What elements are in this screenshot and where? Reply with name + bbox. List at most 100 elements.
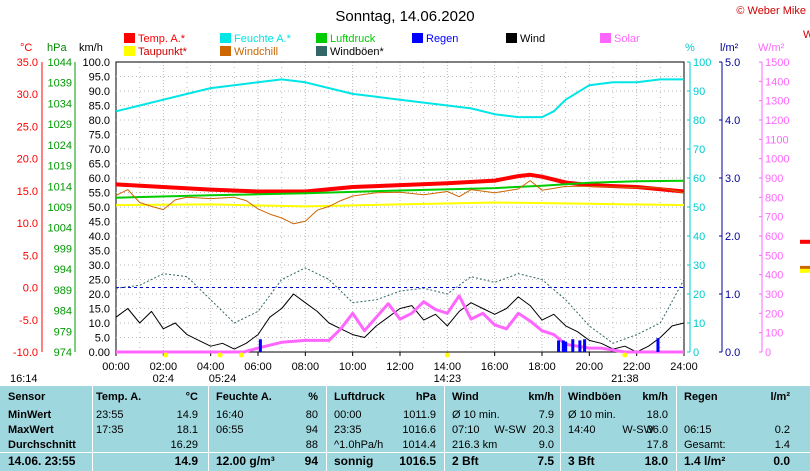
table-row: MinWert 23:55 14.9 16:40 80 00:00 1011.9 Ø 10 m…: [0, 408, 810, 422]
table-cell: ^1.0hPa/h: [334, 439, 384, 451]
table-cell: 06:55: [216, 424, 244, 436]
series-regen: [258, 338, 660, 352]
table-header-cell: km/h: [642, 391, 668, 403]
tick-label-pressure: 1034: [48, 98, 72, 110]
legend-swatch: [600, 33, 611, 43]
legend-label: Solar: [614, 33, 640, 45]
axis-wind: 100.0 95.0 90.0 85.0 80.0 75.0 70.0 65.0 60.0 55.…: [82, 57, 110, 359]
table-header-cell: %: [308, 391, 318, 403]
legend-label: Regen: [426, 33, 458, 45]
legend-swatch: [316, 46, 327, 56]
table-cell: 0.2: [774, 424, 790, 436]
legend-label: Windchill: [234, 46, 278, 58]
legend-swatch: [506, 33, 517, 43]
time-marker-label: 05:24: [209, 373, 237, 385]
axis-x: 00:00 02:00 04:00 06:00 08:00 10:00 12:00 14:00…: [102, 352, 698, 373]
tick-label-wind: 100.0: [82, 57, 110, 69]
tick-label-solar: 600: [765, 231, 783, 243]
table-cell: sonnig: [334, 454, 374, 468]
legend-label: Feuchte A.*: [234, 33, 292, 45]
series-windb-en: [115, 267, 685, 344]
tick-label-pressure: 1019: [48, 161, 72, 173]
tick-label-wind: 75.0: [89, 130, 110, 142]
rain-bar: [656, 338, 660, 352]
tick-label-humidity: 0: [693, 347, 699, 359]
tick-label-solar: 500: [765, 250, 783, 262]
table-cell: 00:00: [334, 409, 362, 421]
table-cell: MinWert: [8, 409, 52, 421]
legend-label: Temp. A.*: [138, 33, 186, 45]
table-header-cell: Windböen: [568, 391, 622, 403]
unit-pressure: hPa: [47, 42, 67, 54]
tick-label-x: 20:00: [576, 361, 604, 373]
table-cell: 1016.5: [399, 454, 436, 468]
time-marker-label: 16:14: [10, 373, 38, 385]
series-wind: [115, 293, 685, 353]
table-header-cell: hPa: [415, 391, 436, 403]
table-cell: 1.4: [774, 439, 790, 451]
copyright-notice: © Weber Mike: [736, 5, 806, 17]
right-edge-mark: [800, 239, 810, 244]
tick-label-rain: 1.0: [725, 289, 740, 301]
table-cell: 1014.4: [402, 439, 436, 451]
legend-label: Taupunkt*: [138, 46, 188, 58]
tick-label-temp: -10.0: [13, 347, 38, 359]
legend-swatch: [316, 33, 327, 43]
tick-label-solar: 800: [765, 192, 783, 204]
legend-label: Wind: [520, 33, 545, 45]
axis-pressure: 1044 1039 1034 1029 1024 1019 1014 1009 1004 999 9…: [48, 57, 72, 359]
table-cell: 07:10: [452, 424, 480, 436]
table-cell: W-SW: [494, 424, 526, 436]
table-cell: 17.8: [646, 439, 668, 451]
grid: [116, 62, 684, 352]
axis-units: °C hPa km/h % l/m² W/m² W: [20, 29, 810, 54]
table-cell: 23:55: [96, 409, 124, 421]
table-cell: Ø 10 min.: [568, 409, 616, 421]
table-cell: Ø 10 min.: [452, 409, 500, 421]
table-cell: W-SW: [622, 424, 654, 436]
series-windchill: [115, 180, 685, 225]
tick-label-x: 04:00: [197, 361, 225, 373]
series-luftdruck: [115, 179, 685, 199]
table-cell: 12.00 g/m³: [216, 454, 275, 468]
tick-label-x: 14:00: [434, 361, 462, 373]
table-cell: 88: [305, 439, 318, 451]
unit-humidity: %: [685, 42, 695, 54]
stats-table: Sensor Temp. A. °C Feuchte A.% Luftdruck hPa W…: [0, 386, 810, 471]
table-cell: 18.0: [646, 409, 668, 421]
table-row: Durchschnitt 16.29 88 ^1.0hPa/h 1014.4 216.3 …: [0, 438, 810, 452]
chart-title: Sonntag, 14.06.2020: [335, 8, 474, 25]
tick-label-wind: 55.0: [89, 188, 110, 200]
tick-label-pressure: 974: [54, 347, 72, 359]
series-taupunkt: [115, 201, 685, 208]
tick-label-solar: 0: [765, 347, 771, 359]
tick-label-wind: 95.0: [89, 72, 110, 84]
tick-label-wind: 45.0: [89, 217, 110, 229]
axis-solar: 1500140013001200110010009008007006005004…: [759, 57, 789, 359]
tick-label-pressure: 1029: [48, 119, 72, 131]
tick-label-solar: 1400: [765, 76, 789, 88]
tick-label-temp: 30.0: [17, 89, 38, 101]
table-cell: 14.9: [176, 409, 198, 421]
tick-label-solar: 1300: [765, 96, 789, 108]
sun-marker: [444, 352, 450, 358]
tick-label-temp: 20.0: [17, 154, 38, 166]
tick-label-solar: 300: [765, 289, 783, 301]
table-row: 14.06. 23:55 14.9 12.00 g/m³ 94 sonnig 1016.5…: [0, 454, 810, 468]
rain-bar: [578, 340, 582, 352]
table-cell: 1.4 l/m²: [684, 454, 726, 468]
tick-label-solar: 1100: [765, 134, 789, 146]
rain-bar: [571, 339, 575, 352]
tick-label-x: 16:00: [481, 361, 509, 373]
weather-chart: Sonntag, 14.06.2020 © Weber Mike Temp. A…: [10, 5, 810, 385]
table-cell: 7.9: [538, 409, 554, 421]
table-header-cell: l/m²: [770, 391, 790, 403]
tick-label-pressure: 989: [54, 285, 72, 297]
table-cell: 7.5: [537, 454, 554, 468]
time-markers: 16:14 02:4 05:24 14:23 21:38: [10, 373, 639, 385]
table-cell: 2 Bft: [452, 454, 479, 468]
rain-bar: [561, 340, 565, 352]
tick-label-rain: 4.0: [725, 115, 740, 127]
table-cell: 3 Bft: [568, 454, 595, 468]
